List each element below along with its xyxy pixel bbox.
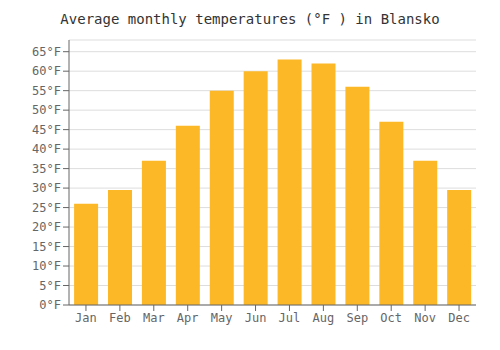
svg-text:25°F: 25°F xyxy=(32,201,61,215)
html-text:Average monthly temperatures (: Average monthly temperatures (°F ) in Bl… xyxy=(60,11,440,27)
svg-text:50°F: 50°F xyxy=(32,103,61,117)
svg-text:35°F: 35°F xyxy=(32,162,61,176)
svg-text:Apr: Apr xyxy=(177,311,199,325)
svg-text:30°F: 30°F xyxy=(32,181,61,195)
svg-text:0°F: 0°F xyxy=(39,298,61,312)
svg-text:Aug: Aug xyxy=(313,311,335,325)
svg-text:May: May xyxy=(211,311,233,325)
svg-text:55°F: 55°F xyxy=(32,84,61,98)
svg-text:10°F: 10°F xyxy=(32,259,61,273)
svg-text:20°F: 20°F xyxy=(32,220,61,234)
svg-text:Jun: Jun xyxy=(245,311,267,325)
svg-text:40°F: 40°F xyxy=(32,142,61,156)
svg-text:65°F: 65°F xyxy=(32,45,61,59)
svg-text:Dec: Dec xyxy=(448,311,470,325)
svg-text:Jan: Jan xyxy=(75,311,97,325)
svg-text:45°F: 45°F xyxy=(32,123,61,137)
svg-text:Nov: Nov xyxy=(414,311,436,325)
svg-text:Feb: Feb xyxy=(109,311,131,325)
svg-text:15°F: 15°F xyxy=(32,240,61,254)
svg-text:5°F: 5°F xyxy=(39,279,61,293)
svg-text:Oct: Oct xyxy=(380,311,402,325)
svg-text:Jul: Jul xyxy=(279,311,301,325)
svg-text:Sep: Sep xyxy=(346,311,368,325)
svg-text:Mar: Mar xyxy=(143,311,165,325)
svg-text:60°F: 60°F xyxy=(32,64,61,78)
